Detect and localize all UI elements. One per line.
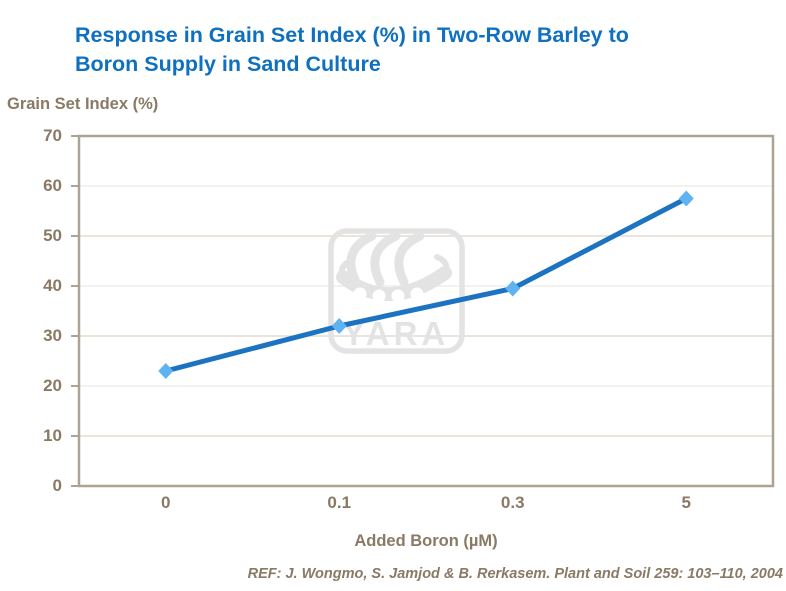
x-tick-label-0.3: 0.3 [500, 493, 525, 512]
y-tick-label-30: 30 [43, 326, 62, 345]
chart-title-line-1: Response in Grain Set Index (%) in Two-R… [75, 23, 629, 47]
plot-area-border [77, 134, 775, 488]
data-point-marker-5 [678, 190, 694, 207]
x-tick-label-0.1: 0.1 [327, 493, 352, 512]
x-tick-label-5: 5 [681, 493, 691, 512]
yara-watermark-logo: YARA [328, 228, 465, 354]
watermark-text: YARA [343, 315, 449, 352]
y-tick-label-20: 20 [43, 376, 62, 395]
reference-citation: REF: J. Wongmo, S. Jamjod & B. Rerkasem.… [247, 566, 783, 582]
y-tick-label-40: 40 [43, 276, 62, 295]
y-tick-label-70: 70 [43, 126, 62, 145]
y-tick-label-60: 60 [43, 176, 62, 195]
y-axis-title: Grain Set Index (%) [7, 95, 159, 113]
gridlines [80, 185, 772, 437]
y-tick-label-0: 0 [52, 476, 62, 495]
data-point-marker-0 [158, 363, 174, 379]
data-point-marker-0.1 [331, 318, 347, 334]
chart-title: Response in Grain Set Index (%) in Two-R… [75, 21, 755, 79]
watermark-frame [328, 228, 465, 354]
data-series-line [163, 196, 689, 374]
data-point-marker-0.3 [505, 280, 521, 297]
x-tick-label-0: 0 [161, 493, 171, 512]
y-tick-label-10: 10 [43, 426, 62, 445]
y-tick-label-50: 50 [43, 226, 62, 245]
chart-title-line-2: Boron Supply in Sand Culture [75, 52, 381, 76]
x-axis-title: Added Boron (µM) [354, 532, 498, 550]
y-axis-tick-marks [71, 135, 79, 487]
data-series [158, 190, 694, 379]
yara-ship-icon [336, 231, 452, 303]
